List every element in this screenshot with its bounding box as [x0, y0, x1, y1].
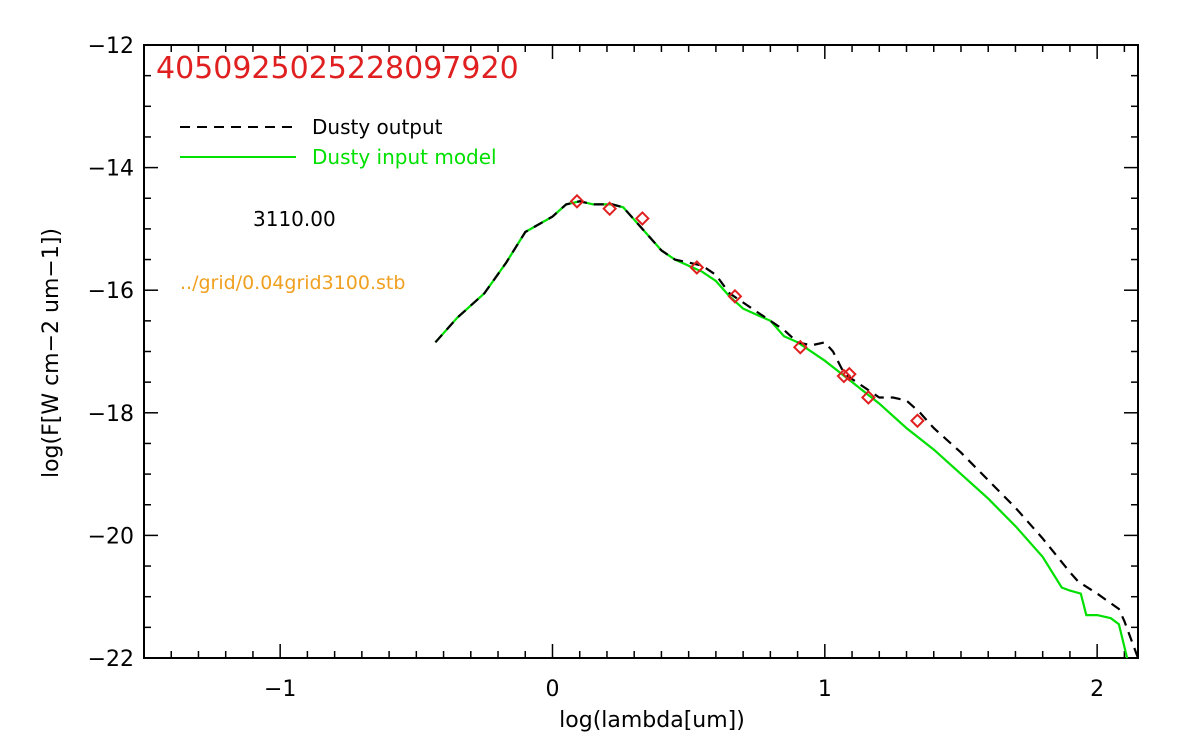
data-point-diamond [792, 339, 808, 355]
data-point-diamond [602, 201, 618, 217]
x-tick-label: 1 [818, 677, 832, 702]
x-tick-label: −1 [264, 677, 296, 702]
series-line-dusty-output [434, 200, 1140, 659]
data-point-diamond [909, 413, 925, 429]
y-axis-title: log(F[W cm−2 um−1]) [39, 228, 64, 478]
axis-tick-labels: −1 0 1 2 −22 −20 −18 −16 −14 −12 [88, 34, 1105, 702]
y-tick-label: −14 [88, 157, 134, 182]
y-tick-label: −20 [88, 524, 134, 549]
chart-title: 405092502522809792​0 [156, 51, 519, 86]
plot-frame [143, 44, 1139, 659]
x-tick-label: 2 [1090, 677, 1104, 702]
y-tick-label: −22 [88, 647, 134, 672]
y-tick-label: −16 [88, 279, 134, 304]
axis-ticks [143, 44, 1138, 659]
y-tick-label: −12 [88, 34, 134, 59]
x-tick-label: 0 [545, 677, 559, 702]
temperature-annotation: 3110.00 [253, 207, 336, 231]
data-point-diamond [836, 368, 852, 384]
data-point-diamond [569, 193, 585, 209]
legend: Dusty output Dusty input model [180, 115, 497, 169]
series-line-dusty-input-model [434, 200, 1129, 659]
legend-label-dusty-output: Dusty output [312, 115, 443, 139]
legend-label-dusty-input-model: Dusty input model [312, 145, 497, 169]
data-point-diamond [689, 260, 705, 275]
data-point-diamond [860, 390, 876, 405]
x-axis-title: log(lambda[um]) [559, 708, 745, 733]
y-tick-label: −18 [88, 402, 134, 427]
data-point-diamond [841, 366, 857, 382]
data-point-diamond [727, 288, 743, 304]
grid-file-annotation: ../grid/0.04grid3100.stb [180, 272, 405, 294]
data-point-diamond [634, 211, 650, 226]
series-layer [434, 193, 1140, 659]
